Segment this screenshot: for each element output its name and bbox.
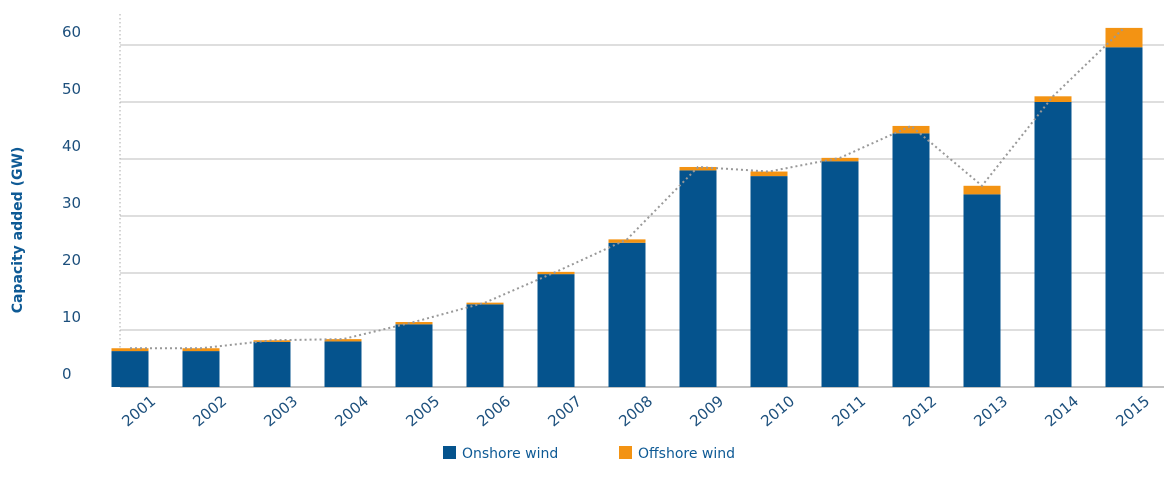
bar-offshore-2001 — [111, 348, 149, 352]
y-tick-50: 50 — [62, 80, 81, 98]
x-tick-2006: 2006 — [473, 392, 514, 430]
total-trend-line — [130, 27, 1125, 350]
bar-onshore-2006 — [466, 304, 504, 387]
legend-swatch-offshore — [619, 446, 632, 459]
bar-offshore-2011 — [821, 157, 859, 162]
bar-offshore-2007 — [537, 271, 575, 275]
bar-onshore-2013 — [963, 194, 1001, 387]
bar-onshore-2009 — [679, 170, 717, 387]
x-tick-2012: 2012 — [899, 392, 940, 430]
legend-label-onshore: Onshore wind — [462, 446, 558, 462]
x-tick-2010: 2010 — [757, 392, 798, 430]
bar-offshore-2015 — [1105, 27, 1143, 48]
bar-onshore-2011 — [821, 161, 859, 387]
bar-offshore-2003 — [253, 340, 291, 342]
bar-onshore-2010 — [750, 176, 788, 387]
x-tick-2015: 2015 — [1112, 392, 1153, 430]
legend-swatch-onshore — [443, 446, 456, 459]
x-tick-2007: 2007 — [544, 392, 585, 430]
x-tick-2013: 2013 — [970, 392, 1011, 430]
y-tick-40: 40 — [62, 137, 81, 155]
x-tick-2011: 2011 — [828, 392, 869, 430]
y-tick-60: 60 — [62, 23, 81, 41]
bar-onshore-2015 — [1105, 47, 1143, 387]
legend-label-offshore: Offshore wind — [638, 446, 735, 462]
bar-onshore-2014 — [1034, 102, 1072, 387]
bar-offshore-2005 — [395, 322, 433, 325]
bar-onshore-2008 — [608, 242, 646, 387]
bar-offshore-2008 — [608, 239, 646, 243]
x-tick-2005: 2005 — [402, 392, 443, 430]
bar-offshore-2006 — [466, 302, 504, 305]
y-tick-labels: 0 10 20 30 40 50 60 — [62, 23, 81, 383]
x-tick-2009: 2009 — [686, 392, 727, 430]
y-tick-0: 0 — [62, 365, 72, 383]
y-tick-30: 30 — [62, 194, 81, 212]
bar-offshore-2004 — [324, 339, 362, 342]
bar-offshore-2013 — [963, 185, 1001, 195]
bar-onshore-2003 — [253, 341, 291, 387]
legend: Onshore wind Offshore wind — [443, 446, 735, 462]
bar-offshore-2002 — [182, 348, 220, 352]
x-tick-2004: 2004 — [331, 392, 372, 430]
y-tick-20: 20 — [62, 251, 81, 269]
bar-onshore-2005 — [395, 324, 433, 387]
x-tick-2002: 2002 — [189, 392, 230, 430]
bar-onshore-2004 — [324, 341, 362, 387]
bar-onshore-2002 — [182, 351, 220, 387]
bar-offshore-2012 — [892, 125, 930, 134]
bar-onshore-2007 — [537, 274, 575, 387]
y-axis-label: Capacity added (GW) — [10, 147, 26, 314]
x-tick-2003: 2003 — [260, 392, 301, 430]
bars — [111, 27, 1143, 387]
bar-offshore-2014 — [1034, 96, 1072, 102]
x-tick-2001: 2001 — [118, 392, 159, 430]
bar-offshore-2009 — [679, 166, 717, 171]
x-tick-2014: 2014 — [1041, 392, 1082, 430]
y-tick-10: 10 — [62, 308, 81, 326]
x-tick-2008: 2008 — [615, 392, 656, 430]
bar-onshore-2001 — [111, 351, 149, 387]
bar-offshore-2010 — [750, 171, 788, 177]
x-tick-labels: 2001 2002 2003 2004 2005 2006 2007 2008 2009 2010… — [118, 392, 1153, 430]
bar-onshore-2012 — [892, 133, 930, 387]
